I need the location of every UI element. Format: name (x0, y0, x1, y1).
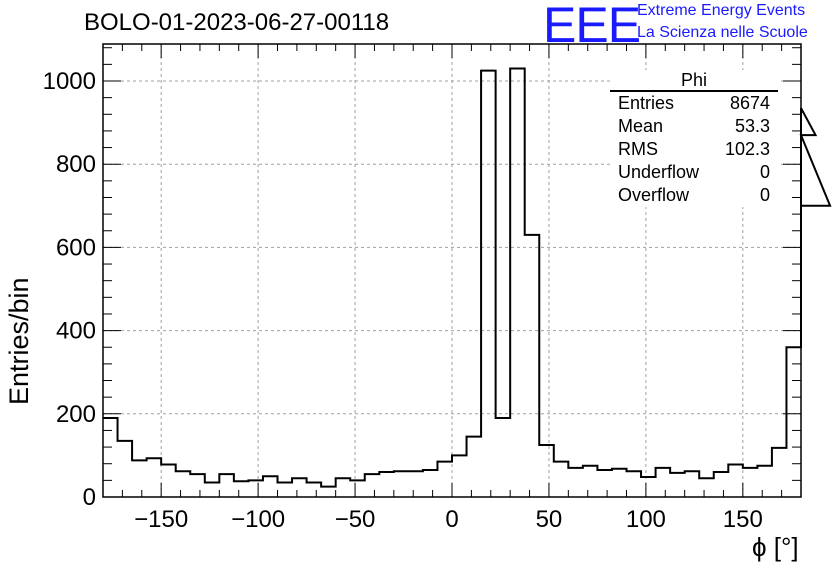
histogram-bin (714, 472, 729, 497)
histogram-bin (568, 468, 583, 497)
y-tick-label: 0 (83, 484, 96, 511)
y-tick-label: 200 (56, 401, 96, 428)
grid (103, 44, 801, 497)
histogram-bin (234, 481, 249, 497)
stats-value: 8674 (729, 93, 770, 113)
histogram-bin (525, 235, 540, 497)
logo-text-line1: Extreme Energy Events (637, 2, 806, 19)
stats-label: Underflow (618, 162, 700, 182)
stats-value: 53.3 (734, 116, 770, 136)
stats-box: Phi Entries 8674 Mean 53.3 RMS 102.3 Underf… (610, 70, 778, 207)
histogram-bin (481, 71, 496, 497)
chart-title: BOLO-01-2023-06-27-00118 (84, 9, 390, 36)
stats-label: Overflow (618, 185, 690, 205)
y-tick-label: 800 (56, 151, 96, 178)
ticks: −150 −100 −50 0 50 100 150 0 200 400 600 800 1000 (43, 44, 802, 533)
histogram-bin (612, 469, 627, 497)
histogram-bin (103, 418, 118, 497)
histogram-bin (365, 474, 380, 497)
histogram-bin (292, 478, 307, 497)
stats-value: 0 (759, 185, 770, 205)
x-tick-label: −150 (134, 506, 188, 533)
histogram-bin (336, 478, 351, 497)
histogram-bin (772, 448, 787, 497)
histogram-bin (496, 418, 511, 497)
x-tick-label: 150 (723, 506, 763, 533)
logo-text-line2: La Scienza nelle Scuole (637, 24, 808, 41)
histogram-bin (656, 468, 671, 497)
stats-row: Underflow 0 (610, 161, 778, 184)
stats-value: 0 (759, 162, 770, 182)
stats-row: RMS 102.3 (610, 138, 778, 161)
stats-label: Mean (618, 116, 664, 136)
x-tick-label: 50 (536, 506, 563, 533)
stats-row: Entries 8674 (610, 92, 778, 115)
histogram-series (103, 67, 832, 488)
histogram-bin (219, 474, 234, 497)
histogram-bin (510, 69, 525, 497)
histogram-bin (685, 471, 700, 497)
x-tick-label: 100 (626, 506, 666, 533)
histogram-bin (350, 480, 365, 497)
x-tick-label: −100 (231, 506, 285, 533)
histogram-bin (379, 472, 394, 497)
histogram-bin (278, 482, 293, 497)
stats-row: Mean 53.3 (610, 115, 778, 138)
histogram-bin (583, 466, 598, 497)
histogram-bin (743, 468, 758, 497)
histogram-bin (757, 466, 772, 497)
histogram-bin (132, 460, 147, 497)
histogram-bin (597, 470, 612, 497)
histogram-bin (161, 465, 176, 497)
x-axis-label: ϕ [°] (752, 532, 799, 562)
stats-row: Overflow 0 (610, 184, 778, 207)
y-tick-label: 1000 (43, 68, 96, 95)
histogram-bin (263, 476, 278, 497)
y-tick-label: 400 (56, 318, 96, 345)
histogram-bin (408, 471, 423, 497)
histogram-bin (307, 482, 322, 497)
histogram-bin (786, 347, 801, 497)
histogram-bin (699, 478, 714, 497)
histogram-bin (467, 437, 482, 497)
histogram-bars (103, 67, 832, 497)
x-tick-label: −50 (335, 506, 376, 533)
histogram-bin (728, 465, 743, 497)
stats-title: Phi (610, 70, 778, 92)
histogram-bin (641, 477, 656, 497)
y-axis-label: Entries/bin (4, 277, 34, 405)
histogram-bin (670, 473, 685, 497)
histogram-bin (452, 455, 467, 497)
histogram-bin (248, 480, 263, 497)
histogram-bin (394, 471, 409, 497)
stats-label: Entries (618, 93, 675, 113)
histogram-bin (437, 462, 452, 497)
histogram-bin (539, 445, 554, 497)
x-tick-label: 0 (445, 506, 458, 533)
histogram-bin (118, 441, 133, 497)
histogram-bin (554, 462, 569, 497)
histogram-bin (205, 482, 220, 497)
histogram-bin (627, 471, 642, 497)
histogram-bin (423, 470, 438, 497)
histogram-bin (147, 458, 162, 497)
histogram-bin (176, 471, 191, 497)
stats-label: RMS (618, 139, 658, 159)
histogram-bin (321, 487, 336, 497)
stats-value: 102.3 (724, 139, 770, 159)
histogram-bin (190, 474, 205, 497)
y-tick-label: 600 (56, 234, 96, 261)
